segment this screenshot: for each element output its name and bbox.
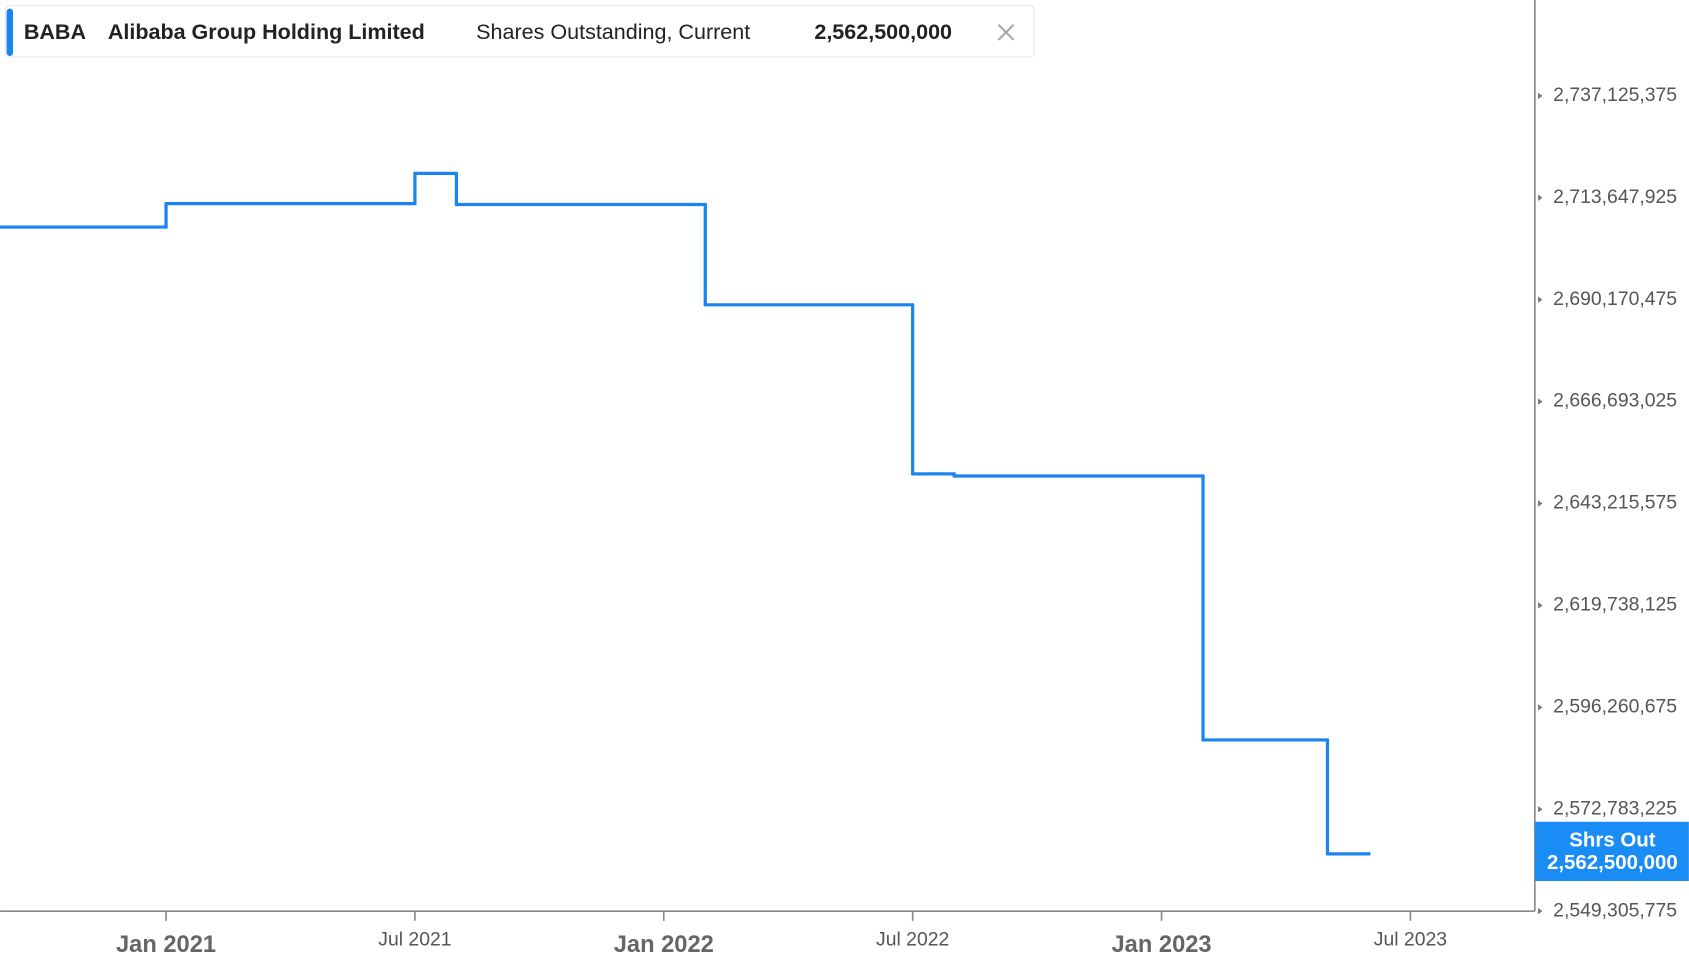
- y-tick-label: 2,619,738,125: [1553, 594, 1677, 616]
- y-tick-label: 2,737,125,375: [1553, 84, 1677, 106]
- y-tick: [1538, 602, 1543, 609]
- y-tick-label: 2,572,783,225: [1553, 797, 1677, 819]
- current-badge: Shrs Out 2,562,500,000: [1534, 821, 1689, 881]
- y-tick: [1538, 296, 1543, 303]
- company: Alibaba Group Holding Limited: [108, 20, 425, 44]
- y-tick: [1538, 194, 1543, 202]
- card-frame: [4, 4, 1035, 58]
- y-tick: [1538, 398, 1543, 405]
- x-tick-label: Jul 2022: [876, 928, 949, 950]
- y-tick: [1538, 806, 1543, 813]
- y-tick-label: 2,690,170,475: [1553, 288, 1677, 310]
- y-tick-label: 2,549,305,775: [1553, 899, 1677, 921]
- close-icon[interactable]: [997, 24, 1015, 41]
- x-tick-label: Jul 2023: [1374, 928, 1447, 950]
- badge-title: Shrs Out: [1569, 829, 1656, 852]
- badge-bg: [1534, 821, 1689, 881]
- series-swatch: [6, 8, 14, 57]
- ticker: BABA: [24, 20, 86, 44]
- badge-value: 2,562,500,000: [1547, 851, 1678, 874]
- x-tick-label: Jan 2021: [116, 932, 216, 958]
- metric-value: 2,562,500,000: [814, 20, 952, 44]
- x-tick-label: Jan 2022: [614, 932, 714, 958]
- y-tick-label: 2,596,260,675: [1553, 695, 1677, 717]
- metric: Shares Outstanding, Current: [476, 20, 750, 44]
- y-tick: [1538, 907, 1543, 915]
- y-tick-label: 2,713,647,925: [1553, 186, 1677, 208]
- x-tick-label: Jul 2021: [378, 928, 451, 950]
- x-tick-label: Jan 2023: [1112, 932, 1212, 958]
- header-card: BABA Alibaba Group Holding Limited Share…: [4, 4, 1035, 58]
- y-tick: [1538, 500, 1543, 507]
- close-button[interactable]: [997, 24, 1015, 41]
- y-tick-label: 2,666,693,025: [1553, 390, 1677, 412]
- plot: 2,549,305,775 2,572,783,225 2,596,260,675 2…: [0, 84, 1677, 958]
- y-tick: [1538, 92, 1543, 100]
- y-tick: [1538, 704, 1543, 711]
- y-tick-label: 2,643,215,575: [1553, 492, 1677, 514]
